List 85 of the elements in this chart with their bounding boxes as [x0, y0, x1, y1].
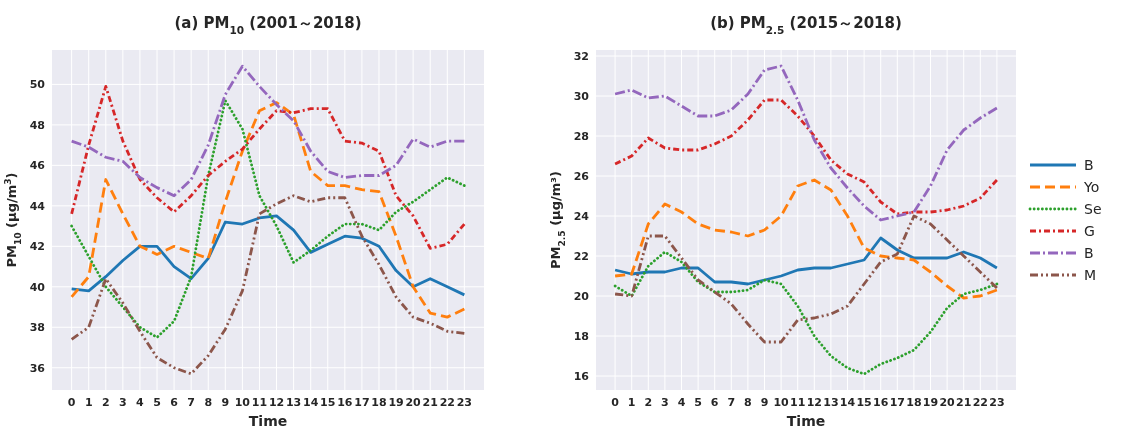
x-tick-label: 18 [371, 396, 387, 409]
x-tick-label: 1 [627, 396, 636, 409]
x-tick-label: 20 [939, 396, 956, 409]
x-tick-label: 0 [67, 396, 76, 409]
x-axis-title: Time [786, 413, 826, 429]
legend-label: Yo [1083, 179, 1100, 195]
line-series [70, 214, 466, 297]
x-tick-label: 13 [285, 396, 302, 409]
y-tick-label: 44 [29, 199, 46, 213]
line-series [613, 178, 999, 300]
x-tick-label: 0 [611, 396, 620, 409]
x-tick-label: 17 [354, 396, 370, 409]
y-tick-label: 22 [573, 250, 589, 263]
chart-title: (a) PM$_{10}$ (2001～2018) [174, 14, 362, 36]
legend-label: Se [1084, 201, 1102, 217]
legend-label: B [1084, 245, 1094, 261]
y-tick-label: 24 [573, 210, 590, 223]
x-tick-label: 7 [727, 396, 736, 409]
x-tick-label: 9 [221, 396, 230, 409]
x-tick-label: 11 [790, 396, 806, 409]
line-series [70, 85, 466, 250]
x-tick-label: 6 [170, 396, 179, 409]
x-tick-label: 21 [956, 396, 972, 409]
x-tick-label: 20 [405, 396, 422, 409]
legend-label: G [1084, 223, 1095, 239]
x-tick-label: 12 [806, 396, 822, 409]
line-series [613, 250, 999, 376]
x-tick-label: 19 [388, 396, 404, 409]
line-series [613, 98, 999, 216]
x-tick-label: 10 [234, 396, 251, 409]
x-tick-label: 23 [989, 396, 1005, 409]
x-tick-label: 21 [422, 396, 438, 409]
x-tick-label: 4 [677, 396, 686, 409]
y-tick-label: 30 [573, 90, 590, 103]
x-tick-label: 9 [760, 396, 769, 409]
x-tick-label: 19 [922, 396, 939, 409]
x-tick-label: 1 [84, 396, 93, 409]
x-tick-label: 2 [644, 396, 653, 409]
line-series [613, 64, 999, 222]
x-tick-label: 2 [101, 396, 110, 409]
x-tick-label: 23 [456, 396, 473, 409]
x-tick-label: 12 [268, 396, 285, 409]
x-tick-label: 7 [187, 396, 195, 409]
y-tick-label: 48 [29, 118, 45, 132]
y-tick-label: 26 [573, 170, 590, 183]
legend-label: M [1084, 267, 1097, 283]
x-tick-label: 4 [136, 396, 145, 409]
chart-title: (b) PM$_{2.5}$ (2015～2018) [710, 14, 902, 36]
y-tick-label: 46 [29, 159, 46, 173]
x-tick-label: 6 [710, 396, 719, 409]
y-tick-label: 50 [29, 78, 46, 92]
y-tick-label: 40 [29, 280, 46, 294]
x-tick-label: 17 [889, 396, 905, 409]
x-tick-label: 10 [773, 396, 790, 409]
y-tick-label: 38 [29, 321, 45, 335]
x-tick-label: 5 [694, 396, 702, 409]
x-tick-label: 8 [204, 396, 213, 409]
x-tick-label: 11 [251, 396, 268, 409]
x-tick-label: 8 [744, 396, 752, 409]
x-tick-label: 16 [873, 396, 889, 409]
x-tick-label: 14 [839, 396, 856, 409]
x-tick-label: 22 [972, 396, 988, 409]
line-series [70, 64, 466, 198]
y-tick-label: 28 [573, 130, 589, 143]
line-series [70, 194, 466, 376]
x-tick-label: 22 [439, 396, 455, 409]
x-tick-label: 3 [119, 396, 127, 409]
x-tick-label: 13 [823, 396, 839, 409]
y-tick-label: 42 [29, 240, 45, 254]
y-tick-label: 20 [573, 290, 590, 303]
x-tick-label: 5 [153, 396, 161, 409]
line-series [613, 214, 999, 344]
x-tick-label: 14 [303, 396, 319, 409]
y-tick-label: 16 [573, 370, 590, 383]
x-tick-label: 15 [320, 396, 336, 409]
y-tick-label: 36 [29, 361, 46, 375]
y-tick-label: 32 [573, 50, 589, 63]
legend-label: B [1084, 157, 1094, 173]
x-axis-title: Time [248, 413, 288, 429]
y-tick-label: 18 [573, 330, 589, 343]
x-tick-label: 16 [337, 396, 353, 409]
x-tick-label: 3 [661, 396, 669, 409]
x-tick-label: 15 [856, 396, 872, 409]
line-series [613, 236, 999, 286]
x-tick-label: 18 [906, 396, 922, 409]
